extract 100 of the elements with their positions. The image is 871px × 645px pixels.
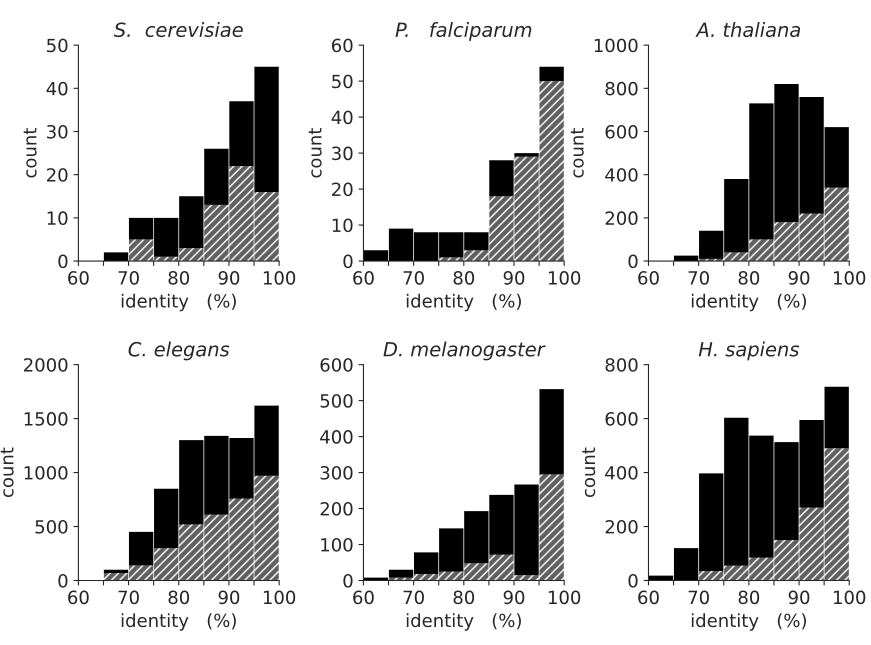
bar: [539, 66, 564, 82]
bar: [724, 566, 748, 580]
bar: [799, 214, 824, 262]
y-tick-label: 800: [606, 358, 638, 372]
x-tick-label: 100: [548, 271, 580, 285]
bar: [204, 514, 229, 580]
bar: [229, 166, 254, 262]
x-tick-label: 90: [218, 271, 240, 285]
x-tick-label: 60: [68, 590, 89, 604]
x-tick-label: 90: [218, 590, 240, 604]
y-tick-label: 200: [606, 211, 638, 225]
bar: [154, 256, 178, 262]
y-tick-label: 50: [332, 74, 353, 88]
bar: [774, 222, 799, 262]
y-tick-label: 20: [332, 182, 353, 196]
x-tick-label: 70: [688, 590, 709, 604]
bar: [204, 204, 229, 262]
y-tick-label: 200: [320, 502, 353, 516]
y-tick-label: 0: [58, 574, 68, 588]
x-tick-label: 70: [688, 271, 709, 285]
y-tick-label: 10: [48, 211, 68, 225]
x-tick-label: 90: [788, 590, 810, 604]
x-tick-label: 80: [738, 271, 760, 285]
y-tick-label: 10: [332, 218, 353, 232]
y-tick-label: 400: [605, 168, 638, 182]
x-axis-title: identity (%): [122, 613, 236, 631]
x-tick-label: 70: [118, 590, 139, 604]
bar: [774, 540, 799, 580]
bar: [749, 239, 774, 262]
bar: [489, 160, 514, 196]
y-tick-label: 300: [320, 466, 353, 480]
y-tick-label: 30: [47, 124, 68, 139]
chart-title: D. melanogaster: [383, 342, 546, 360]
y-axis-title: count: [570, 128, 584, 178]
x-tick-label: 70: [118, 271, 139, 285]
y-axis-title: count: [582, 448, 596, 498]
y-tick-label: 500: [320, 394, 353, 408]
chart-title: C. elegans: [128, 342, 230, 360]
y-axis-title: count: [24, 128, 37, 178]
bar: [414, 574, 438, 580]
x-tick-label: 70: [404, 590, 424, 604]
x-tick-label: 60: [638, 590, 659, 604]
x-tick-label: 100: [548, 590, 580, 604]
x-tick-label: 90: [504, 271, 524, 285]
bar: [824, 448, 849, 580]
bar: [514, 153, 539, 157]
y-tick-label: 40: [46, 82, 68, 96]
bar: [104, 252, 128, 262]
bar: [799, 508, 824, 580]
x-tick-label: 90: [788, 271, 810, 285]
bar: [699, 571, 724, 580]
y-tick-label: 100: [321, 538, 353, 552]
y-tick-label: 600: [606, 124, 638, 139]
y-tick-label: 60: [332, 38, 353, 52]
chart-title: S. cerevisiae: [114, 22, 243, 38]
y-axis-title: count: [308, 128, 322, 178]
y-tick-label: 500: [36, 520, 68, 534]
x-axis-title: identity (%): [692, 294, 806, 312]
y-tick-label: 40: [332, 110, 353, 124]
x-tick-label: 100: [834, 271, 866, 285]
y-tick-label: 600: [320, 358, 353, 372]
x-axis-title: identity (%): [406, 613, 521, 631]
bar: [539, 81, 564, 262]
y-tick-label: 600: [606, 412, 638, 426]
x-tick-label: 60: [353, 590, 374, 604]
y-tick-label: 0: [58, 254, 68, 268]
y-tick-label: 0: [343, 254, 353, 268]
bar: [254, 476, 279, 580]
bar: [464, 250, 489, 262]
chart-title: H. sapiens: [698, 342, 800, 360]
bar: [489, 196, 514, 262]
y-tick-label: 30: [332, 146, 353, 160]
bar: [749, 558, 774, 580]
bar: [539, 389, 564, 474]
y-tick-label: 50: [47, 38, 68, 52]
bar: [539, 474, 564, 580]
x-tick-label: 70: [404, 271, 424, 285]
bar: [154, 548, 178, 580]
x-tick-label: 80: [454, 590, 474, 604]
chart-title: P. falciparum: [396, 22, 532, 41]
chart-title: A. thaliana: [695, 22, 800, 38]
bar: [128, 239, 154, 262]
y-tick-label: 0: [343, 574, 353, 588]
y-tick-label: 2000: [24, 358, 68, 372]
bar: [514, 156, 539, 262]
bar: [104, 572, 128, 580]
y-tick-label: 200: [606, 520, 638, 534]
bar: [824, 188, 849, 262]
bar: [254, 192, 279, 262]
y-tick-label: 20: [47, 168, 68, 182]
bar: [104, 570, 128, 573]
x-axis-title: identity (%): [122, 294, 236, 312]
x-tick-label: 100: [264, 590, 296, 604]
y-tick-label: 400: [605, 466, 638, 480]
x-tick-label: 100: [834, 590, 866, 604]
y-tick-label: 400: [320, 430, 353, 444]
y-axis-title: count: [0, 448, 14, 498]
x-tick-label: 90: [504, 590, 524, 604]
y-tick-label: 1000: [594, 38, 638, 52]
bar: [179, 524, 204, 580]
